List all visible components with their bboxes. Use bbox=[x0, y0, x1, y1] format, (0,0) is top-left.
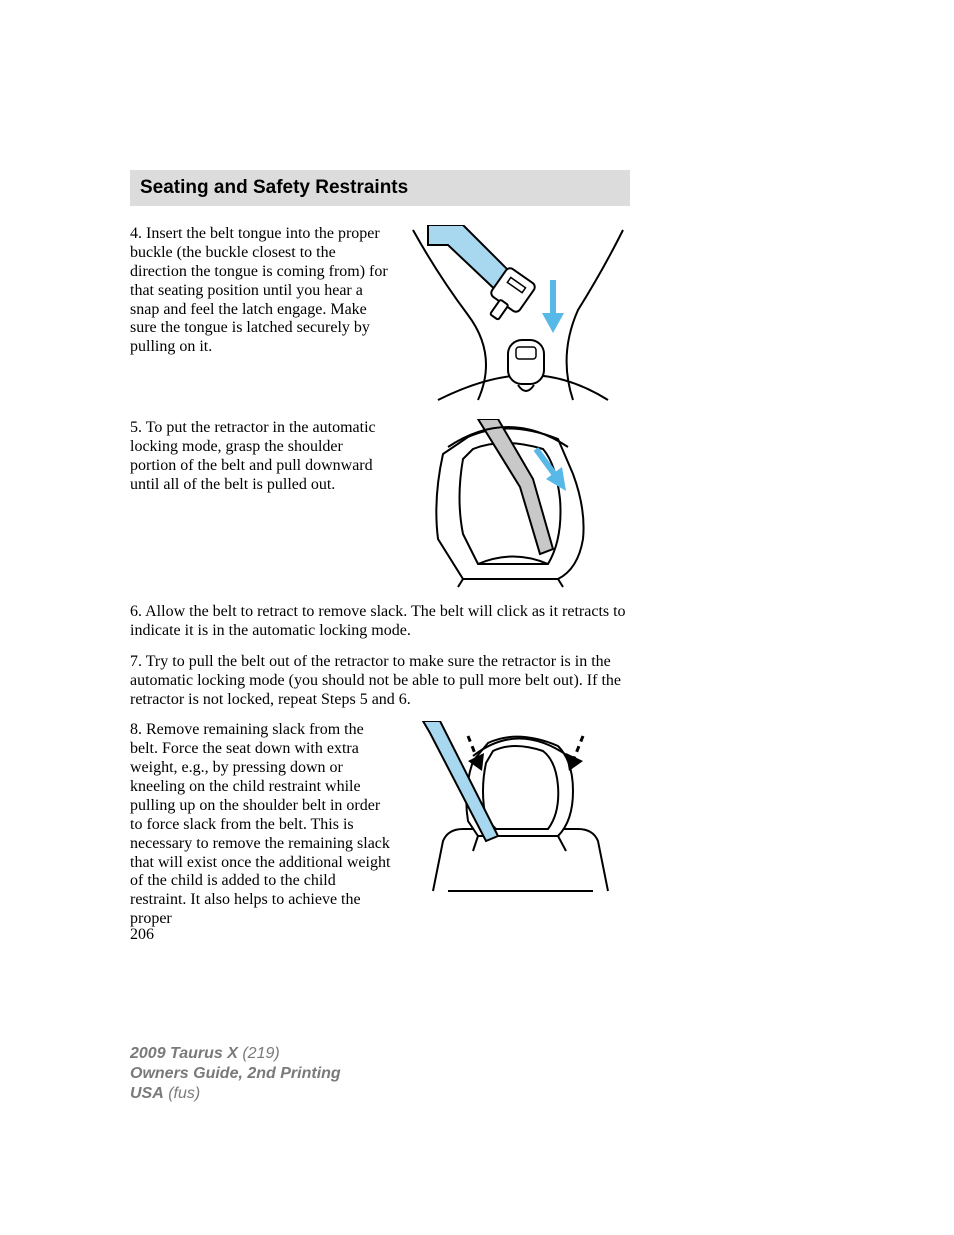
press-down-illustration bbox=[418, 721, 618, 901]
step-4-figure bbox=[404, 225, 632, 405]
footer-model-code: (219) bbox=[238, 1045, 280, 1062]
press-down-arrow-right-icon bbox=[566, 736, 583, 771]
step-8-figure bbox=[404, 721, 632, 901]
step-5-text: 5. To put the retractor in the automatic… bbox=[130, 419, 392, 495]
step-8-row: 8. Remove remaining slack from the belt.… bbox=[130, 721, 632, 929]
step-6-text: 6. Allow the belt to retract to remove s… bbox=[130, 603, 632, 641]
manual-page: Seating and Safety Restraints 4. Insert … bbox=[0, 0, 954, 1235]
page-number: 206 bbox=[130, 926, 154, 944]
section-header-bar: Seating and Safety Restraints bbox=[130, 170, 630, 206]
page-content: 4. Insert the belt tongue into the prope… bbox=[130, 225, 632, 929]
step-5-row: 5. To put the retractor in the automatic… bbox=[130, 419, 632, 589]
footer-model: 2009 Taurus X bbox=[130, 1045, 238, 1062]
step-4-text: 4. Insert the belt tongue into the prope… bbox=[130, 225, 392, 357]
footer-guide: Owners Guide, 2nd Printing bbox=[130, 1065, 341, 1082]
footer-line-1: 2009 Taurus X (219) bbox=[130, 1044, 341, 1064]
footer-line-2: Owners Guide, 2nd Printing bbox=[130, 1064, 341, 1084]
footer-region-code: (fus) bbox=[164, 1085, 200, 1102]
step-5-figure bbox=[404, 419, 632, 589]
footer-line-3: USA (fus) bbox=[130, 1084, 341, 1104]
footer-region: USA bbox=[130, 1085, 164, 1102]
step-7-text: 7. Try to pull the belt out of the retra… bbox=[130, 653, 632, 710]
step-4-row: 4. Insert the belt tongue into the prope… bbox=[130, 225, 632, 405]
section-title: Seating and Safety Restraints bbox=[140, 177, 408, 199]
footer-block: 2009 Taurus X (219) Owners Guide, 2nd Pr… bbox=[130, 1044, 341, 1104]
buckle-illustration bbox=[408, 225, 628, 405]
insert-arrow-icon bbox=[542, 280, 564, 333]
step-8-text: 8. Remove remaining slack from the belt.… bbox=[130, 721, 392, 929]
retractor-illustration bbox=[408, 419, 628, 589]
